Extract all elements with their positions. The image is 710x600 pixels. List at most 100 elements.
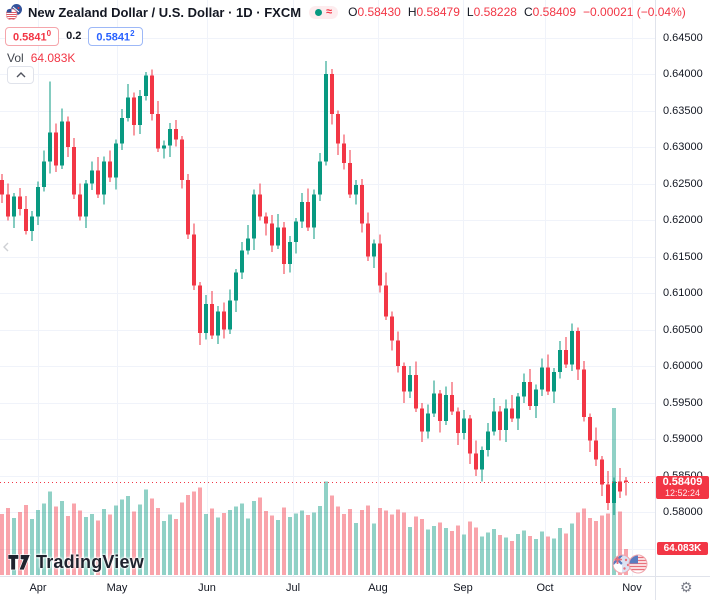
close-value: 0.58409	[532, 5, 577, 19]
volume-bar	[606, 513, 610, 575]
candle-body	[624, 480, 628, 483]
time-scale[interactable]: Apr May Jun Jul Aug Sep Oct Nov	[0, 577, 655, 600]
candle-body	[84, 183, 88, 217]
symbol-title[interactable]: New Zealand Dollar / U.S. Dollar · 1D · …	[28, 4, 302, 20]
candle-body	[72, 147, 76, 195]
candle-body	[174, 128, 178, 140]
candle-body	[366, 223, 370, 257]
change-value: −0.00021 (−0.04%)	[583, 5, 686, 19]
volume-bar	[132, 511, 136, 575]
volume-bar	[48, 491, 52, 575]
volume-bar	[486, 532, 490, 575]
candle-body	[552, 371, 556, 392]
market-open-dot-icon	[315, 8, 323, 16]
candle-body	[480, 449, 484, 470]
volume-bar	[84, 517, 88, 575]
candle-body	[522, 382, 526, 397]
volume-bar	[414, 516, 418, 575]
volume-bar	[144, 489, 148, 575]
candle-body	[276, 227, 280, 246]
volume-label: Vol	[7, 51, 24, 65]
candle-body	[30, 216, 34, 231]
candle-body	[96, 170, 100, 195]
price-tick-label: 0.64000	[663, 68, 703, 80]
buy-ask-button[interactable]: 0.58412	[88, 27, 143, 46]
tradingview-watermark[interactable]: TradingView	[8, 552, 144, 573]
candle-body	[612, 481, 616, 504]
volume-bar	[210, 508, 214, 575]
volume-bar	[516, 533, 520, 575]
candle-body	[18, 196, 22, 210]
volume-bar	[468, 521, 472, 575]
volume-bar	[282, 507, 286, 575]
candle-body	[24, 209, 28, 231]
candle-body	[606, 484, 610, 504]
volume-bar	[66, 515, 70, 575]
volume-bar	[426, 529, 430, 575]
candle-body	[36, 187, 40, 217]
volume-bar	[24, 504, 28, 575]
candle-body	[252, 194, 256, 239]
candle-body	[462, 418, 466, 434]
candle-body	[600, 459, 604, 485]
low-label: L	[466, 5, 474, 19]
candle-body	[48, 132, 52, 162]
price-tick-label: 0.58000	[663, 506, 703, 518]
market-status-pill[interactable]: ≈	[309, 5, 339, 19]
volume-bar	[108, 514, 112, 575]
sell-bid-button[interactable]: 0.58410	[5, 27, 60, 46]
candle-body	[144, 75, 148, 96]
volume-bar	[306, 515, 310, 575]
candle-body	[564, 349, 568, 365]
volume-legend: Vol 64.083K	[7, 51, 75, 65]
volume-bar	[126, 495, 130, 575]
scale-settings-gear-icon[interactable]: ⚙	[680, 579, 693, 595]
volume-bar	[42, 503, 46, 575]
volume-bar	[390, 514, 394, 575]
candle-body	[6, 194, 10, 217]
candle-body	[156, 114, 160, 149]
candle-body	[216, 311, 220, 336]
tradingview-logo-icon	[8, 554, 31, 571]
time-tick-label: Apr	[29, 582, 47, 594]
price-tick-label: 0.59500	[663, 396, 703, 409]
volume-bar	[342, 513, 346, 575]
candle-body	[228, 300, 232, 330]
volume-bar	[492, 528, 496, 575]
candle-body	[294, 221, 298, 242]
price-tick-label: 0.62500	[663, 177, 703, 190]
candle-body	[120, 117, 124, 144]
price-tick-label: 0.63000	[663, 141, 703, 153]
candle-body	[282, 227, 286, 264]
candle-body	[192, 234, 196, 286]
volume-bar	[420, 518, 424, 575]
candle-body	[438, 393, 442, 421]
time-tick-label: Sep	[453, 582, 473, 594]
volume-bar	[216, 517, 220, 575]
volume-bar	[588, 517, 592, 575]
candle-body	[288, 241, 292, 264]
delayed-data-icon: ≈	[326, 5, 333, 18]
chevron-left-icon	[3, 242, 9, 252]
volume-bar	[54, 506, 58, 575]
volume-bar	[570, 523, 574, 575]
candle-body	[42, 161, 46, 188]
show-toolbar-arrow[interactable]	[2, 240, 10, 258]
open-label: O	[348, 5, 358, 19]
watermark-text: TradingView	[36, 552, 144, 572]
volume-bar	[30, 518, 34, 575]
volume-bar	[330, 495, 334, 575]
candle-body	[408, 374, 412, 392]
candle-body	[486, 431, 490, 450]
volume-bar	[360, 510, 364, 575]
candle-body	[210, 303, 214, 336]
volume-bar	[312, 512, 316, 575]
candle-body	[504, 408, 508, 431]
volume-bar	[600, 515, 604, 575]
collapse-legend-button[interactable]	[7, 66, 34, 84]
volume-bar	[192, 491, 196, 575]
candle-body	[222, 311, 226, 330]
candle-body	[540, 367, 544, 390]
spread-value: 0.2	[66, 30, 82, 43]
